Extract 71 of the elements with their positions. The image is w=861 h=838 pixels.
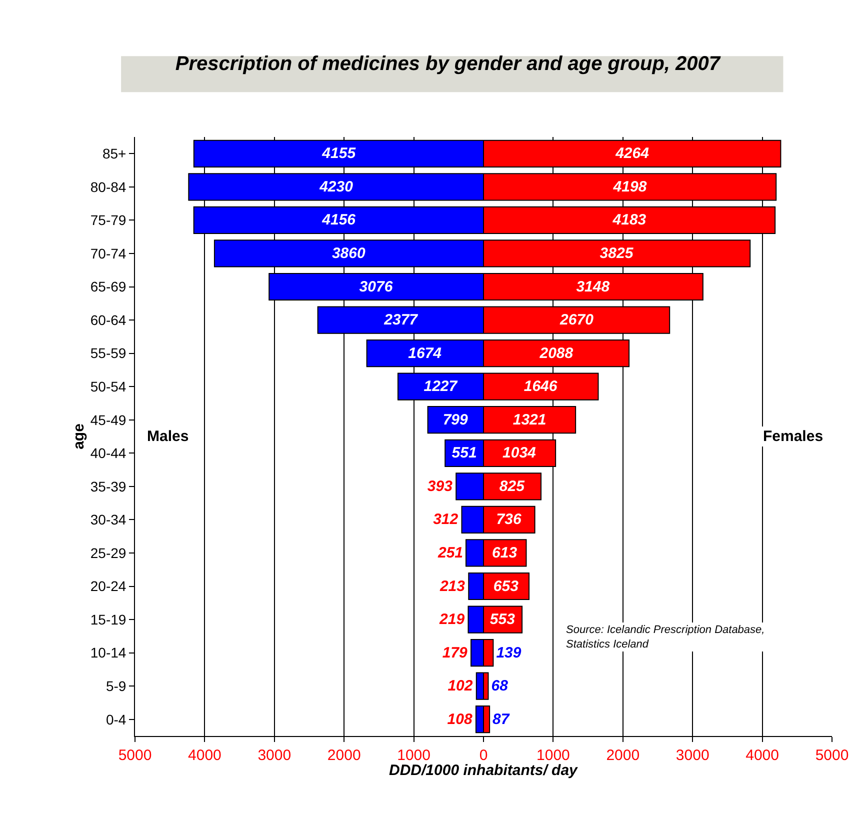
y-tick-label: 65-69 [90, 278, 126, 295]
chart-title: Prescription of medicines by gender and age group, 2007 [175, 52, 721, 75]
y-tick-label: 15-19 [90, 611, 126, 628]
data-label: 799 [442, 411, 468, 428]
x-tick-label: 5000 [118, 747, 152, 764]
annotation: Females [763, 428, 824, 445]
x-axis-title: DDD/1000 inhabitants/ day [389, 762, 578, 779]
data-label: 1674 [408, 344, 442, 362]
data-label: 393 [427, 478, 454, 495]
x-tick-label: 1000 [397, 747, 430, 764]
data-label: 4156 [321, 212, 356, 229]
data-label: 312 [433, 511, 459, 528]
x-tick-label: 5000 [815, 747, 849, 764]
data-label: 4155 [321, 145, 356, 162]
x-tick-label: 4000 [188, 747, 222, 764]
data-label: 179 [442, 644, 468, 662]
data-label: 1227 [424, 378, 458, 396]
data-label: 1646 [524, 378, 558, 396]
data-label: 68 [491, 678, 509, 695]
data-label: 1034 [502, 444, 537, 462]
data-label: 213 [438, 578, 466, 595]
x-tick-label: 1000 [536, 747, 570, 764]
data-label: 3860 [332, 244, 366, 262]
y-tick-label: 70-74 [90, 245, 126, 262]
data-label: 87 [492, 710, 510, 728]
data-label: 139 [496, 644, 522, 662]
x-tick-label: 2000 [606, 747, 640, 764]
data-label: 4198 [612, 178, 648, 196]
data-label: 4264 [614, 145, 650, 162]
data-label: 108 [447, 710, 473, 728]
y-tick-label: 60-64 [90, 312, 126, 328]
x-tick-label: 3000 [676, 747, 710, 764]
data-label: 2670 [559, 312, 594, 329]
data-label: 219 [438, 611, 466, 628]
y-tick-label: 20-24 [90, 578, 126, 594]
y-tick-label: 80-84 [90, 178, 126, 195]
y-axis-title: age [70, 424, 88, 450]
data-label: 653 [493, 578, 520, 595]
y-tick-label: 55-59 [90, 345, 126, 362]
y-tick-label: 85+ [102, 146, 126, 162]
y-tick-label: 45-49 [90, 412, 126, 428]
data-label: 102 [448, 678, 474, 695]
data-label: 613 [492, 544, 518, 562]
x-tick-label: 3000 [258, 747, 292, 764]
data-label: 2377 [383, 312, 418, 329]
y-tick-label: 25-29 [90, 544, 126, 561]
y-tick-label: 30-34 [90, 512, 126, 528]
data-label: 3825 [600, 244, 634, 262]
y-tick-label: 5-9 [106, 678, 126, 694]
data-label: 4183 [612, 212, 647, 229]
annotation: Source: Icelandic Prescription Database, Statistics Iceland [566, 624, 765, 650]
data-label: 3148 [576, 278, 610, 296]
annotation: Males [147, 428, 189, 445]
y-tick-label: 10-14 [90, 644, 126, 661]
y-tick-label: 50-54 [90, 378, 126, 394]
data-label: 3076 [359, 278, 394, 296]
x-tick-label: 0 [479, 747, 488, 764]
data-label: 4230 [318, 178, 354, 196]
y-tick-label: 0-4 [106, 711, 126, 728]
data-label: 553 [490, 611, 516, 628]
data-label: 825 [499, 478, 526, 495]
data-label: 1321 [512, 411, 546, 428]
y-tick-label: 40-44 [90, 445, 126, 462]
x-tick-label: 4000 [746, 747, 779, 764]
data-label: 736 [496, 511, 522, 528]
data-label: 251 [436, 544, 464, 562]
data-label: 551 [452, 444, 477, 462]
x-tick-label: 2000 [327, 747, 361, 764]
data-label: 2088 [538, 344, 574, 362]
y-tick-label: 75-79 [90, 212, 126, 228]
y-tick-label: 35-39 [90, 478, 126, 494]
